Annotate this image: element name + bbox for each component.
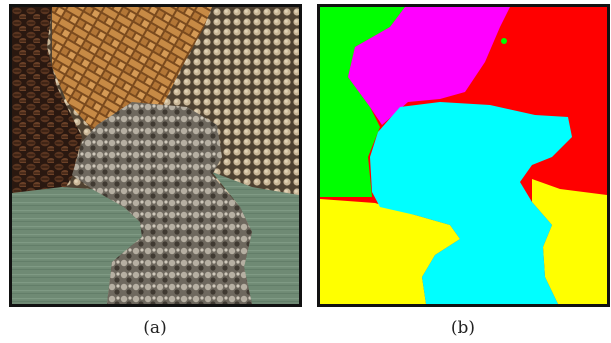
cyan-segment <box>370 102 572 304</box>
caption-a: (a) <box>143 318 167 338</box>
water-texture-region-right <box>212 172 299 304</box>
water-texture-region <box>12 187 142 304</box>
texture-mosaic-image <box>12 7 299 304</box>
yellow-segment-left <box>320 199 460 304</box>
green-segment <box>320 7 405 197</box>
texture-mosaic-panel <box>9 4 302 307</box>
metal-texture-region <box>72 102 252 304</box>
wicker-texture-region <box>52 7 212 129</box>
segmentation-map <box>320 7 607 304</box>
coffee-beans-texture-region <box>12 7 82 193</box>
caption-b: (b) <box>450 318 476 338</box>
magenta-segment <box>348 7 510 125</box>
yellow-segment-right <box>532 179 607 304</box>
segmentation-panel <box>317 4 610 307</box>
green-spot <box>501 38 507 44</box>
